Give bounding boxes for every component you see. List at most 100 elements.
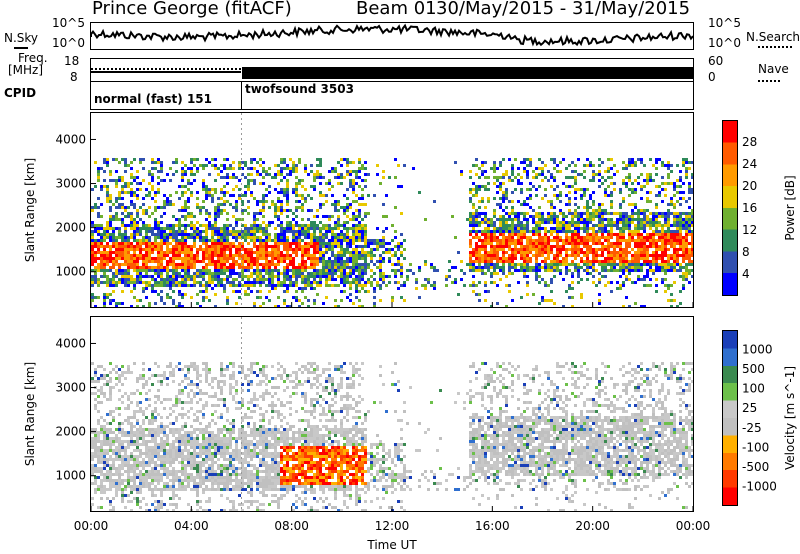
heatmap-cell (565, 266, 568, 269)
heatmap-cell (97, 458, 100, 461)
heatmap-cell (340, 245, 343, 248)
heatmap-cell (664, 269, 667, 272)
heatmap-cell (574, 233, 577, 236)
heatmap-cell (544, 263, 547, 266)
heatmap-cell (313, 230, 316, 233)
heatmap-cell (169, 194, 172, 197)
heatmap-cell (643, 218, 646, 221)
heatmap-cell (310, 260, 313, 263)
heatmap-cell (586, 278, 589, 281)
heatmap-cell (550, 158, 553, 161)
heatmap-cell (667, 167, 670, 170)
heatmap-cell (664, 266, 667, 269)
heatmap-cell (211, 194, 214, 197)
heatmap-cell (211, 281, 214, 284)
heatmap-cell (232, 257, 235, 260)
heatmap-cell (271, 272, 274, 275)
heatmap-cell (97, 449, 100, 452)
heatmap-cell (232, 260, 235, 263)
heatmap-cell (235, 248, 238, 251)
heatmap-cell (100, 425, 103, 428)
heatmap-cell (127, 485, 130, 488)
heatmap-cell (130, 227, 133, 230)
heatmap-cell (241, 284, 244, 287)
heatmap-cell (514, 212, 517, 215)
heatmap-cell (298, 305, 301, 307)
heatmap-cell (298, 182, 301, 185)
heatmap-cell (550, 212, 553, 215)
heatmap-cell (115, 254, 118, 257)
heatmap-cell (277, 218, 280, 221)
heatmap-cell (568, 227, 571, 230)
heatmap-cell (556, 227, 559, 230)
heatmap-cell (154, 218, 157, 221)
heatmap-cell (334, 254, 337, 257)
heatmap-cell (613, 173, 616, 176)
heatmap-cell (208, 239, 211, 242)
heatmap-cell (94, 437, 97, 440)
heatmap-cell (601, 212, 604, 215)
heatmap-cell (178, 305, 181, 307)
heatmap-cell (127, 395, 130, 398)
heatmap-cell (121, 242, 124, 245)
heatmap-cell (595, 269, 598, 272)
heatmap-cell (622, 236, 625, 239)
heatmap-cell (640, 239, 643, 242)
heatmap-cell (133, 257, 136, 260)
heatmap-cell (619, 263, 622, 266)
heatmap-cell (286, 287, 289, 290)
heatmap-cell (481, 245, 484, 248)
heatmap-cell (652, 236, 655, 239)
heatmap-cell (94, 254, 97, 257)
heatmap-cell (355, 248, 358, 251)
heatmap-cell (238, 257, 241, 260)
heatmap-cell (205, 158, 208, 161)
heatmap-cell (205, 296, 208, 299)
heatmap-cell (295, 221, 298, 224)
heatmap-cell (652, 257, 655, 260)
heatmap-cell (247, 227, 250, 230)
heatmap-cell (541, 170, 544, 173)
heatmap-cell (481, 239, 484, 242)
heatmap-cell (247, 167, 250, 170)
heatmap-cell (223, 224, 226, 227)
heatmap-cell (586, 206, 589, 209)
heatmap-cell (139, 158, 142, 161)
heatmap-cell (463, 284, 466, 287)
heatmap-cell (118, 464, 121, 467)
heatmap-cell (493, 251, 496, 254)
heatmap-cell (271, 203, 274, 206)
heatmap-cell (298, 158, 301, 161)
heatmap-cell (241, 269, 244, 272)
heatmap-cell (562, 227, 565, 230)
heatmap-cell (313, 239, 316, 242)
heatmap-cell (661, 176, 664, 179)
heatmap-cell (358, 212, 361, 215)
heatmap-cell (100, 227, 103, 230)
heatmap-cell (679, 230, 682, 233)
heatmap-cell (469, 269, 472, 272)
heatmap-cell (142, 431, 145, 434)
heatmap-cell (262, 302, 265, 305)
heatmap-cell (355, 281, 358, 284)
heatmap-cell (97, 437, 100, 440)
heatmap-cell (334, 221, 337, 224)
heatmap-cell (133, 392, 136, 395)
heatmap-cell (259, 305, 262, 307)
heatmap-cell (334, 242, 337, 245)
heatmap-cell (199, 260, 202, 263)
heatmap-cell (664, 260, 667, 263)
heatmap-cell (586, 266, 589, 269)
heatmap-cell (565, 239, 568, 242)
heatmap-cell (400, 266, 403, 269)
heatmap-cell (325, 251, 328, 254)
heatmap-cell (523, 218, 526, 221)
heatmap-cell (301, 269, 304, 272)
heatmap-cell (199, 230, 202, 233)
heatmap-cell (139, 182, 142, 185)
heatmap-cell (214, 167, 217, 170)
heatmap-cell (112, 497, 115, 500)
heatmap-cell (586, 260, 589, 263)
heatmap-cell (418, 266, 421, 269)
heatmap-cell (685, 173, 688, 176)
